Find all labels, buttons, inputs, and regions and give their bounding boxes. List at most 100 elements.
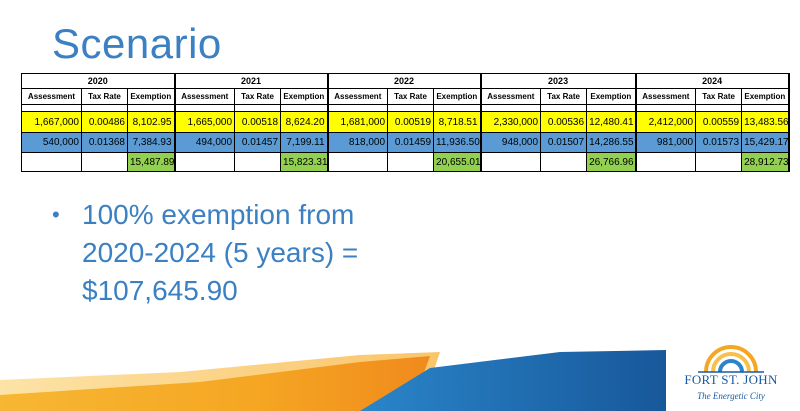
bullet-line-3: $107,645.90 — [82, 275, 238, 306]
table-cell: 8,718.51 — [433, 111, 482, 133]
spacer-cell — [234, 104, 282, 112]
spacer-cell — [635, 104, 697, 112]
total-cell: 28,912.73 — [741, 152, 790, 172]
table-cell: 11,936.50 — [433, 132, 482, 153]
spacer-cell — [433, 104, 482, 112]
table-cell: 7,384.93 — [126, 132, 176, 153]
table-cell: 0.00486 — [81, 111, 128, 133]
spacer-cell — [586, 104, 637, 112]
year-header: 2022 — [327, 73, 482, 89]
bullet-continuation: $107,645.90 — [52, 272, 452, 310]
table-cell: 494,000 — [174, 132, 236, 153]
empty-cell — [234, 152, 282, 172]
empty-cell — [480, 152, 542, 172]
column-header: Assessment — [21, 88, 82, 105]
table-cell: 0.01457 — [234, 132, 282, 153]
spacer-cell — [387, 104, 435, 112]
table-cell: 0.00536 — [540, 111, 588, 133]
year-header: 2021 — [174, 73, 329, 89]
logo-tagline: The Energetic City — [697, 391, 765, 401]
tax-exemption-table: 2020 2021 2022 2023 2024 Assessment Tax Rate Ex… — [20, 73, 790, 172]
spacer-cell — [174, 104, 236, 112]
year-header-row: 2020 2021 2022 2023 2024 — [20, 73, 790, 89]
slide-title: Scenario — [52, 20, 222, 67]
column-header: Exemption — [126, 88, 176, 105]
spacer-cell — [480, 104, 542, 112]
column-header: Tax Rate — [81, 88, 128, 105]
column-header-row: Assessment Tax Rate Exemption Assessment Tax… — [21, 88, 790, 105]
table-cell: 13,483.56 — [741, 111, 790, 133]
column-header: Exemption — [280, 88, 329, 105]
table-cell: 0.00559 — [695, 111, 743, 133]
table-cell: 0.01507 — [540, 132, 588, 153]
logo-name: FORT ST. JOHN — [684, 372, 778, 387]
table-cell: 1,681,000 — [327, 111, 389, 133]
empty-cell — [81, 152, 128, 172]
spacer-cell — [21, 104, 82, 112]
empty-cell — [695, 152, 743, 172]
bullet-line-2: 2020-2024 (5 years) = — [82, 237, 359, 268]
table-cell: 1,667,000 — [21, 111, 82, 133]
table-cell: 15,429.17 — [741, 132, 790, 153]
bullet-block: • 100% exemption from 2020-2024 (5 years… — [52, 196, 452, 310]
empty-cell — [635, 152, 697, 172]
deco-blue — [360, 350, 666, 411]
bullet-line-1: 100% exemption from — [82, 199, 355, 230]
total-cell: 26,766.96 — [586, 152, 637, 172]
column-header: Assessment — [327, 88, 389, 105]
total-cell: 15,823.31 — [280, 152, 329, 172]
sun-arches-icon — [698, 345, 764, 373]
table-cell: 8,624.20 — [280, 111, 329, 133]
column-header: Tax Rate — [234, 88, 282, 105]
year-header: 2024 — [635, 73, 790, 89]
table-cell: 818,000 — [327, 132, 389, 153]
column-header: Tax Rate — [695, 88, 743, 105]
column-header: Assessment — [174, 88, 236, 105]
spacer-cell — [695, 104, 743, 112]
table-row-total: 15,487.89 15,823.31 20,655.01 26,766.96 28,9… — [21, 152, 790, 172]
spacer-cell — [81, 104, 128, 112]
table-cell: 2,412,000 — [635, 111, 697, 133]
year-header: 2020 — [20, 73, 176, 89]
table-row-yellow: 1,667,000 0.00486 8,102.95 1,665,000 0.00518… — [21, 111, 790, 133]
table-cell: 2,330,000 — [480, 111, 542, 133]
spacer-row — [21, 104, 790, 112]
empty-cell — [174, 152, 236, 172]
empty-cell — [387, 152, 435, 172]
table-cell: 0.01459 — [387, 132, 435, 153]
spacer-cell — [126, 104, 176, 112]
spacer-cell — [540, 104, 588, 112]
bullet-item: • 100% exemption from — [52, 196, 452, 234]
column-header: Assessment — [635, 88, 697, 105]
table-cell: 14,286.55 — [586, 132, 637, 153]
fort-st-john-logo: FORT ST. JOHN The Energetic City — [676, 338, 786, 408]
table-cell: 8,102.95 — [126, 111, 176, 133]
table-cell: 948,000 — [480, 132, 542, 153]
table-row-blue: 540,000 0.01368 7,384.93 494,000 0.01457 7,19… — [21, 132, 790, 153]
table-cell: 1,665,000 — [174, 111, 236, 133]
bullet-symbol: • — [52, 202, 60, 227]
column-header: Exemption — [586, 88, 637, 105]
table-cell: 0.01368 — [81, 132, 128, 153]
table-cell: 0.00518 — [234, 111, 282, 133]
total-cell: 15,487.89 — [126, 152, 176, 172]
column-header: Tax Rate — [540, 88, 588, 105]
column-header: Exemption — [433, 88, 482, 105]
table-cell: 12,480.41 — [586, 111, 637, 133]
table-cell: 7,199.11 — [280, 132, 329, 153]
year-header: 2023 — [480, 73, 637, 89]
column-header: Tax Rate — [387, 88, 435, 105]
table-cell: 0.00519 — [387, 111, 435, 133]
deco-orange — [0, 356, 430, 411]
spacer-cell — [280, 104, 329, 112]
total-cell: 20,655.01 — [433, 152, 482, 172]
spacer-cell — [741, 104, 790, 112]
table-cell: 0.01573 — [695, 132, 743, 153]
empty-cell — [21, 152, 82, 172]
spacer-cell — [327, 104, 389, 112]
table-cell: 540,000 — [21, 132, 82, 153]
table-cell: 981,000 — [635, 132, 697, 153]
empty-cell — [327, 152, 389, 172]
column-header: Assessment — [480, 88, 542, 105]
